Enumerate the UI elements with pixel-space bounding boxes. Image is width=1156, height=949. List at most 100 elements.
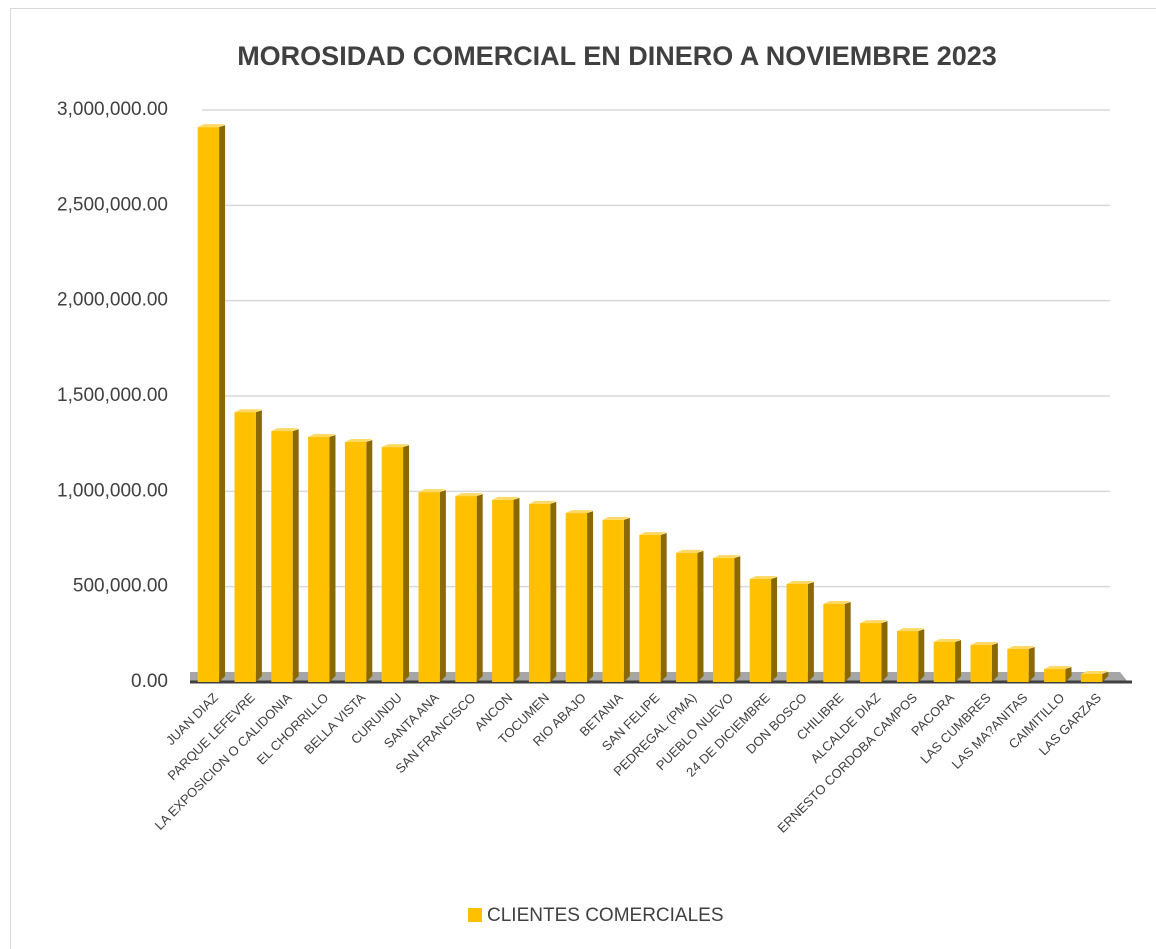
bar-side	[219, 125, 226, 682]
bar-top	[234, 409, 262, 413]
bar	[565, 510, 594, 682]
bar-side	[844, 602, 851, 682]
bar-top	[970, 642, 998, 646]
bar	[418, 489, 446, 682]
bar-side	[807, 581, 814, 682]
bar-side	[292, 429, 299, 682]
chart-frame	[10, 8, 1156, 949]
bar-front	[1044, 669, 1066, 682]
bar-front	[455, 496, 477, 682]
bar	[602, 516, 630, 682]
bar-top	[565, 510, 594, 514]
bar-front	[418, 492, 440, 682]
bar-top	[602, 516, 630, 520]
bar	[1007, 646, 1035, 682]
bar-side	[587, 511, 594, 682]
bar-side	[439, 490, 446, 682]
bar-side	[329, 434, 336, 682]
bar-front	[197, 127, 220, 682]
bar-side	[1028, 647, 1035, 682]
bar-side	[771, 577, 778, 682]
bar-side	[1102, 671, 1109, 682]
bar	[970, 642, 998, 682]
bar-front	[823, 604, 845, 682]
bar-front	[639, 534, 661, 682]
bar-top	[308, 433, 336, 437]
bar-top	[344, 438, 373, 442]
bar-front	[676, 552, 698, 682]
bar-side	[1065, 667, 1072, 682]
bar-side	[366, 439, 373, 682]
y-tick-label: 3,000,000.00	[57, 99, 168, 120]
bar	[786, 580, 814, 682]
bar	[308, 433, 336, 682]
legend-label: CLIENTES COMERCIALES	[487, 905, 724, 926]
x-tick-label: LA EXPOSICION O CALIDONIA	[152, 690, 295, 833]
bar	[455, 493, 483, 682]
bar-top	[1044, 666, 1072, 670]
bar	[749, 576, 778, 682]
bar	[933, 638, 962, 682]
bar-side	[881, 621, 888, 682]
bar	[712, 555, 741, 682]
bar-front	[528, 503, 551, 682]
bar-side	[955, 639, 962, 682]
bar-top	[1080, 670, 1109, 674]
bar-front	[933, 641, 956, 682]
bar-front	[860, 623, 882, 682]
bar-top	[639, 531, 667, 535]
bar-side	[550, 501, 557, 682]
bar-front	[1007, 649, 1029, 682]
bar-front	[749, 579, 772, 682]
bar	[1044, 666, 1072, 682]
bar-top	[418, 489, 446, 493]
bar-front	[786, 583, 808, 682]
y-tick-label: 1,500,000.00	[57, 385, 168, 406]
bar-top	[896, 628, 925, 632]
bar	[676, 549, 704, 682]
bar-top	[271, 428, 299, 432]
bar	[639, 531, 667, 682]
y-tick-label: 500,000.00	[73, 576, 168, 597]
bar-top	[933, 638, 962, 642]
bar-front	[234, 412, 256, 682]
y-tick-label: 1,000,000.00	[57, 480, 168, 501]
bar-top	[749, 576, 778, 580]
bar	[896, 628, 925, 682]
bar-front	[308, 436, 330, 682]
bar	[528, 500, 557, 682]
bar-top	[786, 580, 814, 584]
bar	[1080, 670, 1109, 682]
bar-top	[676, 549, 704, 553]
bar	[381, 444, 410, 682]
bar-front	[712, 558, 735, 682]
bar	[823, 601, 851, 682]
chart-title: MOROSIDAD COMERCIAL EN DINERO A NOVIEMBR…	[237, 41, 997, 71]
bar-top	[823, 601, 851, 605]
bar-top	[712, 555, 741, 559]
bar-front	[970, 645, 992, 682]
bar-side	[660, 532, 667, 682]
bar-side	[403, 445, 410, 682]
bar-side	[734, 556, 741, 682]
y-tick-label: 2,000,000.00	[57, 290, 168, 311]
bar-top	[455, 493, 483, 497]
y-tick-label: 2,500,000.00	[57, 194, 168, 215]
bar-front	[896, 631, 919, 682]
bar	[271, 428, 299, 682]
bar-side	[918, 629, 925, 682]
bar-front	[1080, 673, 1103, 682]
bar-front	[381, 447, 404, 682]
bar-top	[860, 620, 888, 624]
bar	[234, 409, 262, 682]
bar-side	[991, 643, 998, 682]
bar-front	[271, 431, 293, 682]
bar-side	[623, 517, 630, 682]
bar-front	[344, 441, 367, 682]
bar	[860, 620, 888, 682]
bar-front	[492, 499, 514, 682]
bar-side	[697, 550, 704, 682]
bar-top	[381, 444, 410, 448]
bar	[197, 124, 226, 682]
